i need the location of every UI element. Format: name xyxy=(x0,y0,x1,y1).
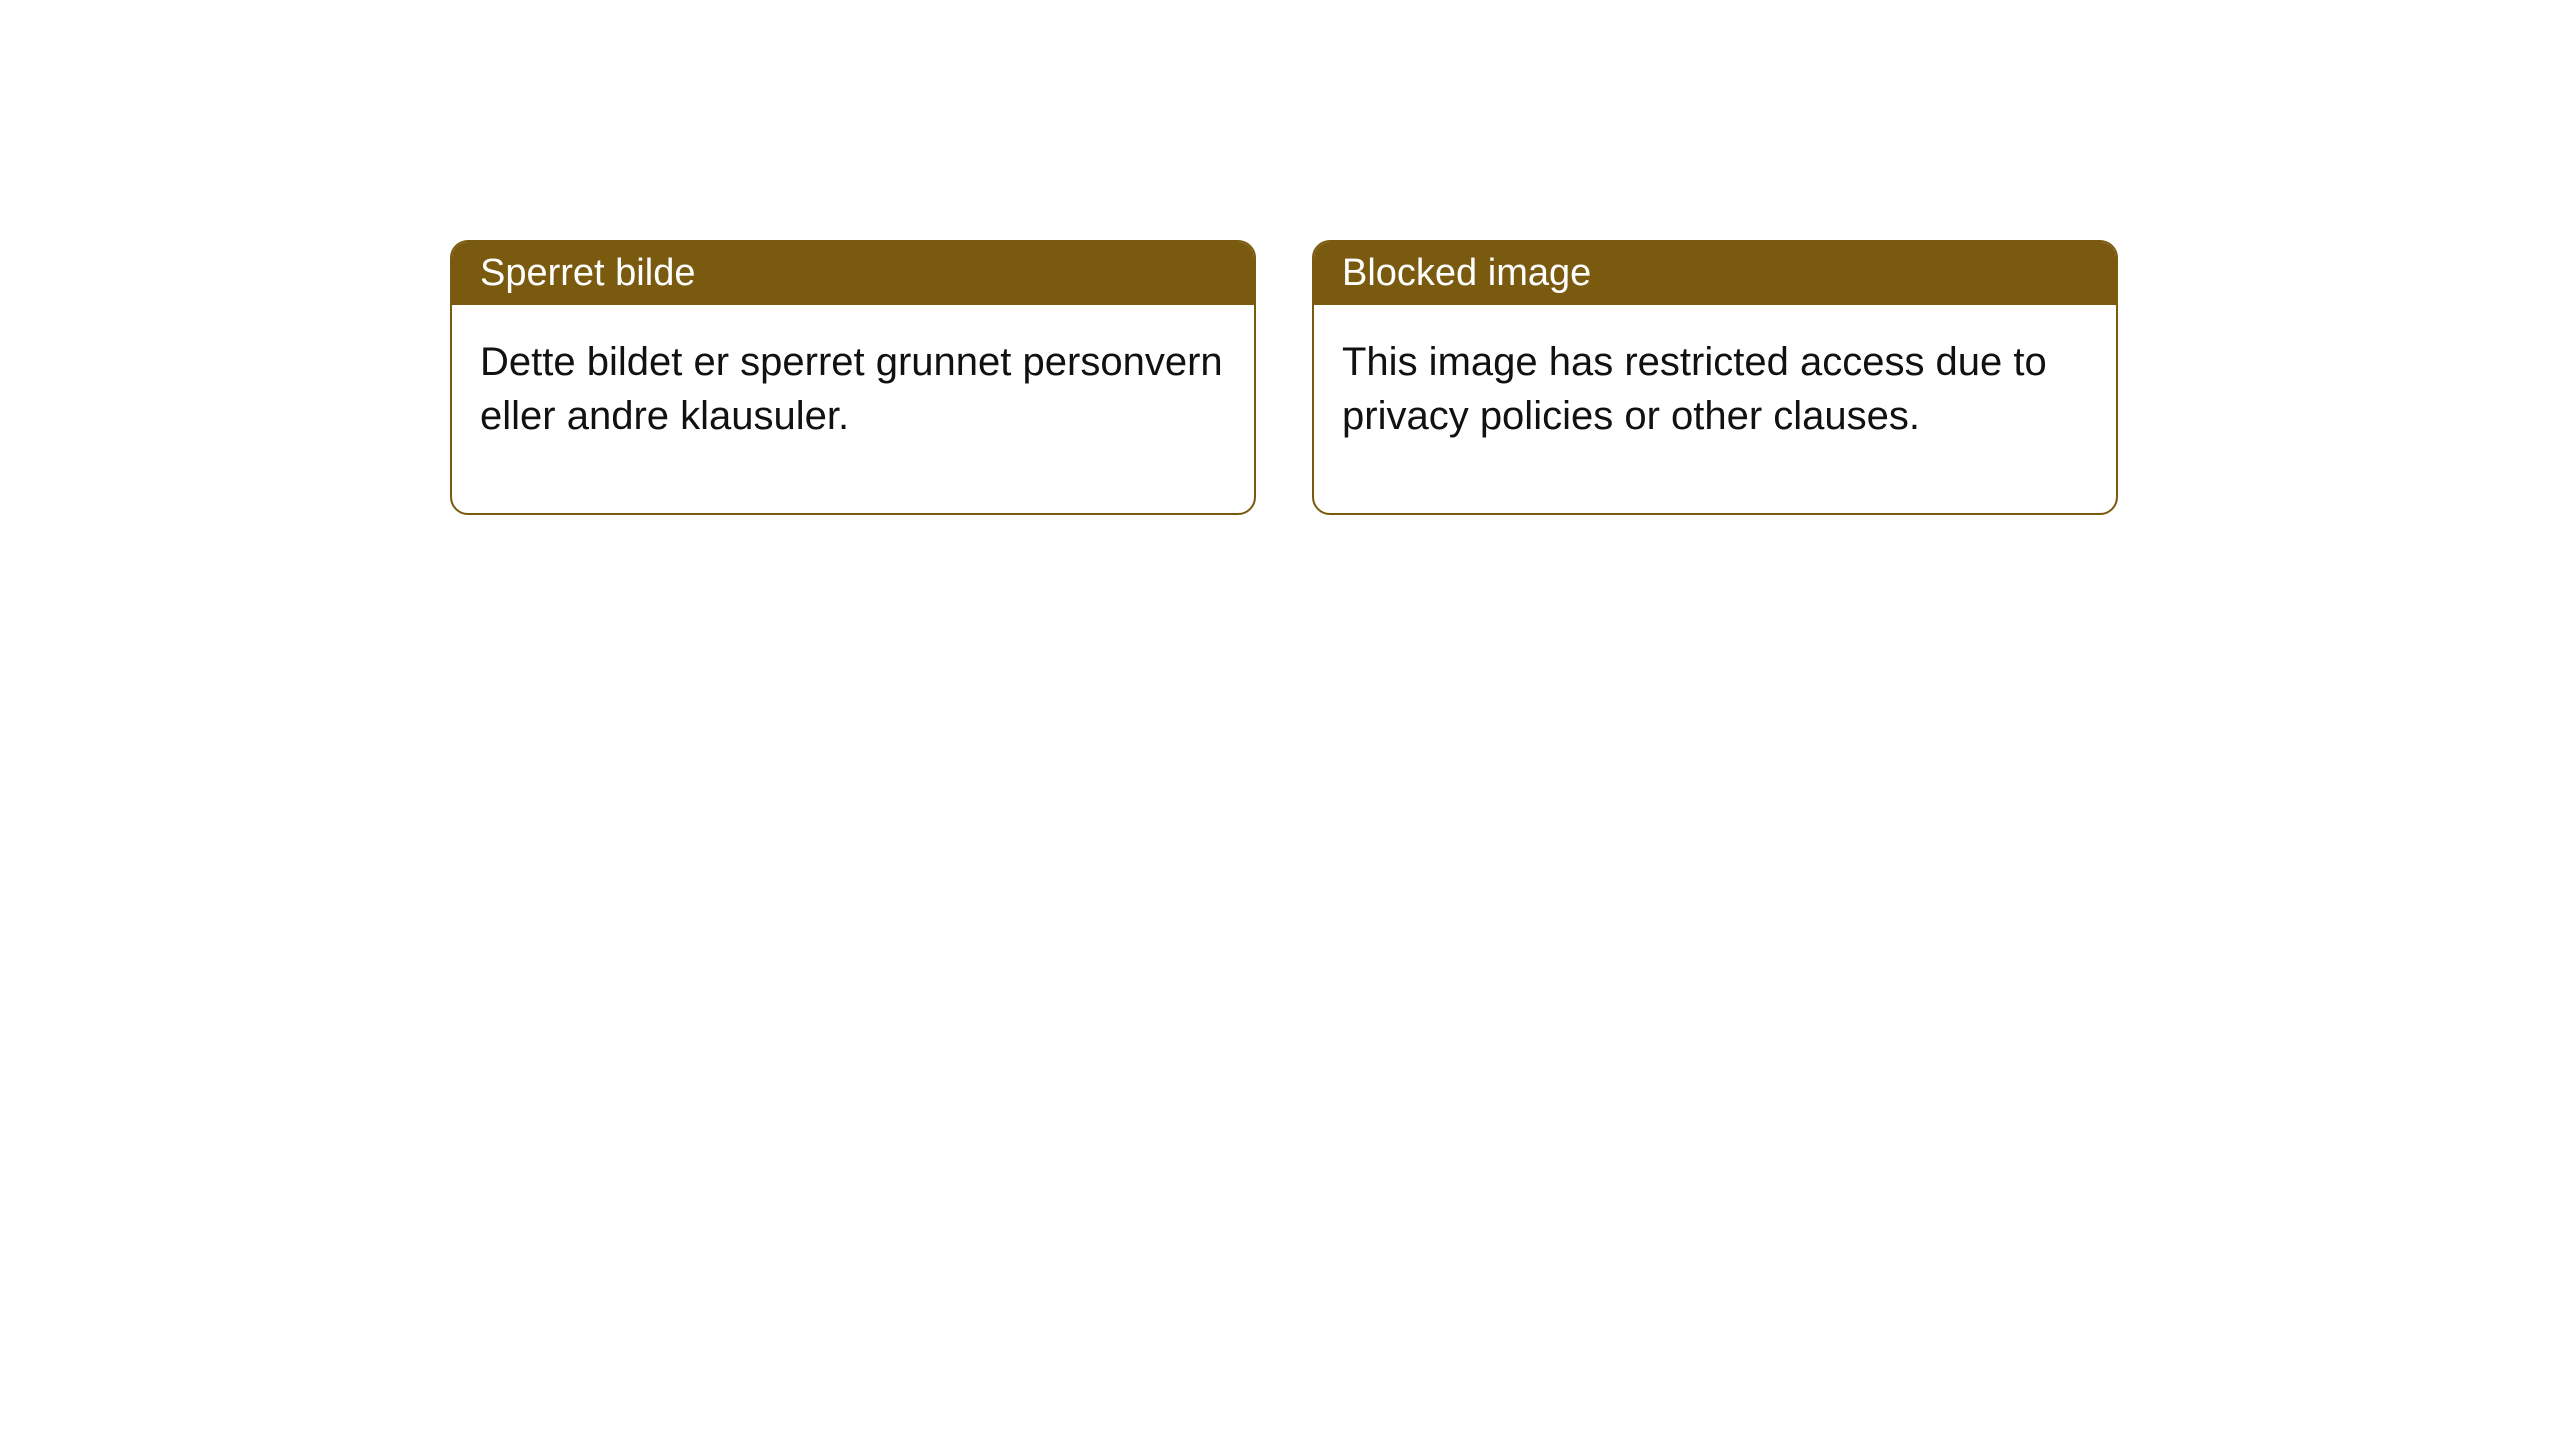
notice-body-norwegian: Dette bildet er sperret grunnet personve… xyxy=(452,305,1254,513)
notice-title-norwegian: Sperret bilde xyxy=(452,242,1254,305)
notice-card-norwegian: Sperret bilde Dette bildet er sperret gr… xyxy=(450,240,1256,515)
notice-card-english: Blocked image This image has restricted … xyxy=(1312,240,2118,515)
notice-title-english: Blocked image xyxy=(1314,242,2116,305)
notice-body-english: This image has restricted access due to … xyxy=(1314,305,2116,513)
notice-container: Sperret bilde Dette bildet er sperret gr… xyxy=(0,0,2560,515)
